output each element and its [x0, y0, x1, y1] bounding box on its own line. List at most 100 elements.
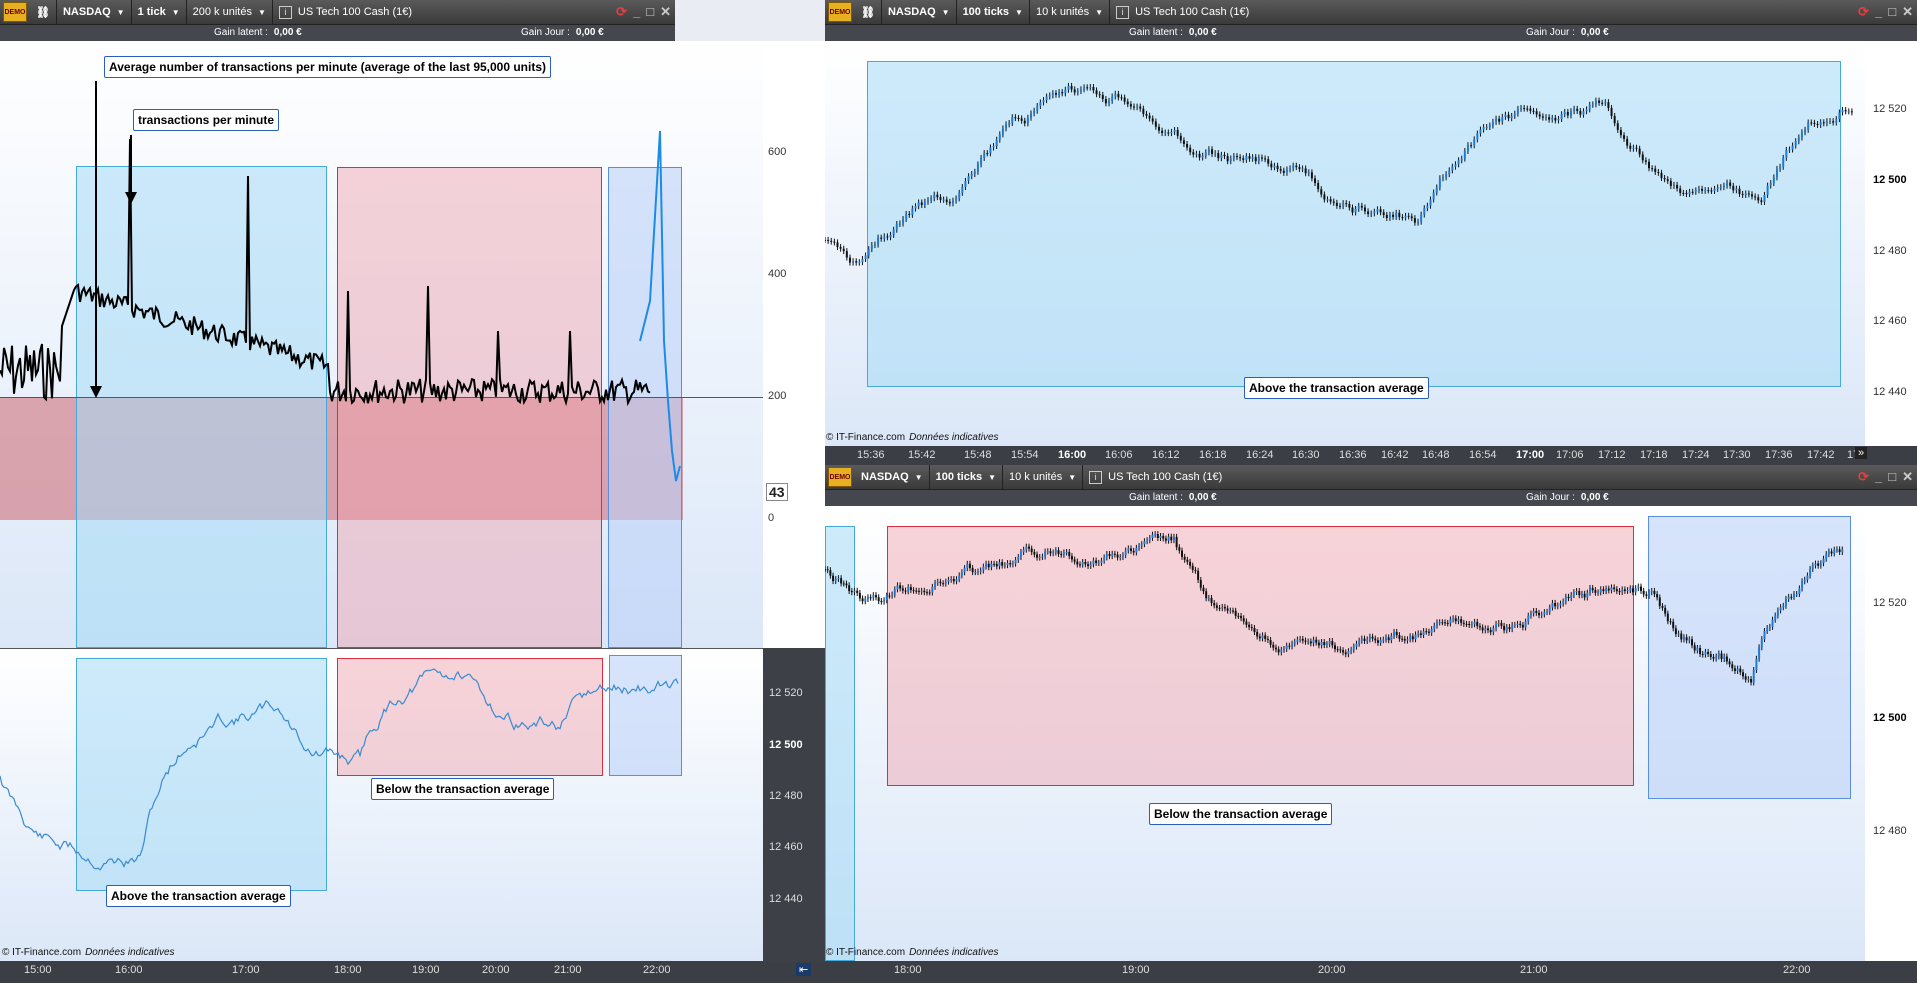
maximize-icon[interactable]: □: [1888, 469, 1897, 484]
units-select[interactable]: 10 k unités ▼: [1003, 464, 1084, 490]
candle-body: [1127, 548, 1130, 551]
minimize-icon[interactable]: _: [1875, 4, 1883, 19]
candle-body: [1218, 607, 1221, 609]
candle-body: [1385, 214, 1388, 218]
candle-body: [1133, 106, 1135, 108]
instrument-info[interactable]: i US Tech 100 Cash (1€): [1110, 0, 1255, 25]
candle-body: [1409, 636, 1412, 640]
instrument-info[interactable]: i US Tech 100 Cash (1€): [273, 0, 418, 25]
candle-body: [885, 595, 888, 601]
candle-body: [930, 198, 933, 201]
price-tick-topright: 12 480: [1873, 245, 1907, 257]
refresh-icon[interactable]: ⟳: [1858, 4, 1869, 19]
time-label: 16:30: [1292, 449, 1320, 461]
candle-body: [1744, 676, 1747, 680]
candle-body: [1618, 591, 1621, 593]
indicator-tick-label: 0: [768, 512, 775, 524]
candle-body: [1003, 565, 1006, 567]
symbol-select[interactable]: NASDAQ ▼: [882, 0, 957, 25]
candle-body: [1126, 101, 1129, 105]
time-label: 18:00: [894, 964, 922, 976]
candle-body: [1045, 96, 1048, 101]
candle-body: [928, 592, 931, 594]
candle-body: [1651, 168, 1654, 170]
chevron-down-icon: ▼: [116, 7, 125, 17]
symbol-select[interactable]: NASDAQ ▼: [57, 0, 132, 25]
link-icon[interactable]: ⛓: [855, 0, 882, 25]
candle-body: [1065, 552, 1068, 554]
candle-body: [915, 590, 918, 592]
scroll-right-button[interactable]: »: [1855, 447, 1868, 459]
gain-latent-value: 0,00 €: [273, 27, 302, 38]
candle-body: [1653, 590, 1656, 595]
link-icon[interactable]: ⛓: [30, 0, 57, 25]
candle-body: [1832, 121, 1835, 123]
left-indicator-plot[interactable]: Average number of transactions per minut…: [0, 41, 763, 648]
instrument-info[interactable]: i US Tech 100 Cash (1€): [1083, 465, 1228, 490]
candle-body: [1164, 132, 1167, 134]
candle-body: [1022, 549, 1025, 553]
candle-body: [1379, 209, 1382, 213]
time-label: 17:36: [1765, 449, 1793, 461]
candle-body: [1540, 614, 1543, 616]
candle-body: [883, 236, 886, 239]
maximize-icon[interactable]: □: [646, 4, 655, 19]
candle-body: [1602, 589, 1605, 592]
candle-body: [1332, 201, 1335, 203]
candle-body: [1310, 172, 1313, 179]
candle-body: [1189, 561, 1192, 566]
symbol-select[interactable]: NASDAQ ▼: [855, 464, 930, 490]
candle-body: [825, 569, 826, 571]
candle-body: [1092, 560, 1095, 565]
candle-body: [1095, 560, 1098, 563]
candle-body: [1629, 145, 1632, 149]
scroll-handle-icon[interactable]: ⇤: [796, 963, 812, 976]
candle-body: [1491, 121, 1494, 126]
candle-body: [1733, 668, 1736, 671]
annotation-below-left: Below the transaction average: [371, 778, 555, 800]
bottomright-price-chart[interactable]: Below the transaction average © IT-Finan…: [825, 506, 1865, 961]
left-price-chart[interactable]: Below the transaction average Above the …: [0, 649, 763, 961]
close-icon[interactable]: ✕: [1902, 4, 1913, 19]
candle-body: [1366, 639, 1369, 641]
candle-body: [837, 578, 840, 580]
instrument-label: US Tech 100 Cash (1€): [1135, 6, 1250, 18]
candle-body: [1460, 619, 1463, 623]
candle-body: [1535, 111, 1538, 115]
units-select[interactable]: 200 k unités ▼: [187, 0, 273, 25]
candle-body: [1234, 610, 1237, 616]
candle-body: [1140, 544, 1143, 547]
close-icon[interactable]: ✕: [1902, 469, 1913, 484]
candle-body: [955, 579, 958, 582]
candle-body: [1503, 625, 1506, 631]
candle-body: [1404, 215, 1407, 218]
period-select[interactable]: 100 ticks ▼: [957, 0, 1030, 25]
time-label: 15:42: [908, 449, 936, 461]
candle-body: [1167, 132, 1170, 134]
close-icon[interactable]: ✕: [660, 4, 671, 19]
minimize-icon[interactable]: _: [633, 4, 641, 19]
candle-body: [1591, 104, 1594, 106]
candle-body: [1429, 199, 1432, 206]
candle-body: [1058, 92, 1061, 95]
candle-body: [880, 601, 883, 603]
minimize-icon[interactable]: _: [1875, 469, 1883, 484]
period-select[interactable]: 100 ticks ▼: [930, 464, 1003, 490]
candle-body: [1111, 553, 1114, 557]
period-select[interactable]: 1 tick ▼: [132, 0, 187, 25]
candle-body: [1121, 555, 1124, 558]
candle-body: [1076, 561, 1079, 565]
refresh-icon[interactable]: ⟳: [1858, 469, 1869, 484]
candle-body: [1825, 121, 1828, 124]
topright-price-chart[interactable]: Above the transaction average © IT-Finan…: [825, 41, 1865, 446]
candle-body: [1101, 94, 1104, 100]
maximize-icon[interactable]: □: [1888, 4, 1897, 19]
time-label: 22:00: [643, 964, 671, 976]
candle-body: [1847, 111, 1850, 113]
chevron-down-icon: ▼: [257, 7, 266, 17]
refresh-icon[interactable]: ⟳: [616, 4, 627, 19]
candle-body: [920, 590, 923, 592]
units-select[interactable]: 10 k unités ▼: [1030, 0, 1111, 25]
candle-body: [1736, 668, 1739, 671]
candle-body: [1629, 588, 1632, 591]
